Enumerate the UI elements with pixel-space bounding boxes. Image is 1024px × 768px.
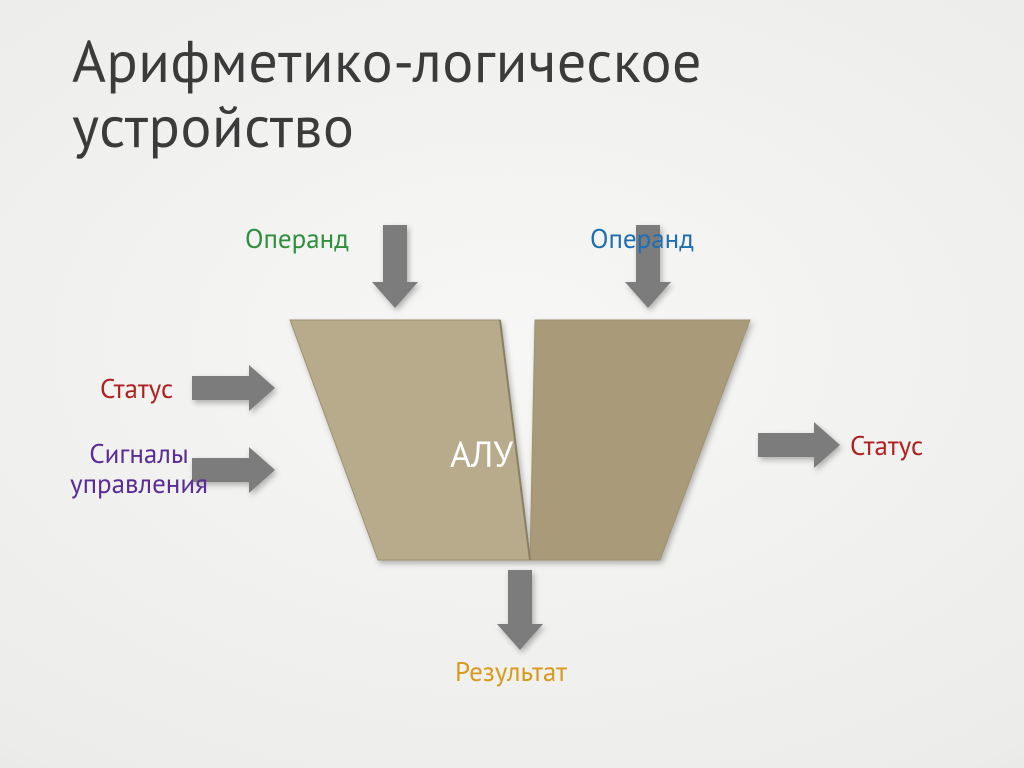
label-result: Результат [455, 658, 567, 688]
label-operand-left: Операнд [245, 225, 349, 255]
arrow-result [497, 570, 543, 650]
arrow-status_left [192, 365, 275, 411]
label-status-right: Статус [850, 432, 923, 462]
alu-shape [290, 320, 750, 560]
slide: Арифметико-логическое устройство АЛУ Опе… [0, 0, 1024, 768]
alu-center-label: АЛУ [450, 430, 513, 477]
arrow-operand_left [372, 225, 418, 308]
label-operand-right: Операнд [590, 225, 694, 255]
arrows-group [192, 225, 840, 650]
arrow-status_right [758, 422, 840, 468]
label-status-left: Статус [100, 375, 173, 405]
label-signals: Сигналыуправления [70, 440, 208, 499]
